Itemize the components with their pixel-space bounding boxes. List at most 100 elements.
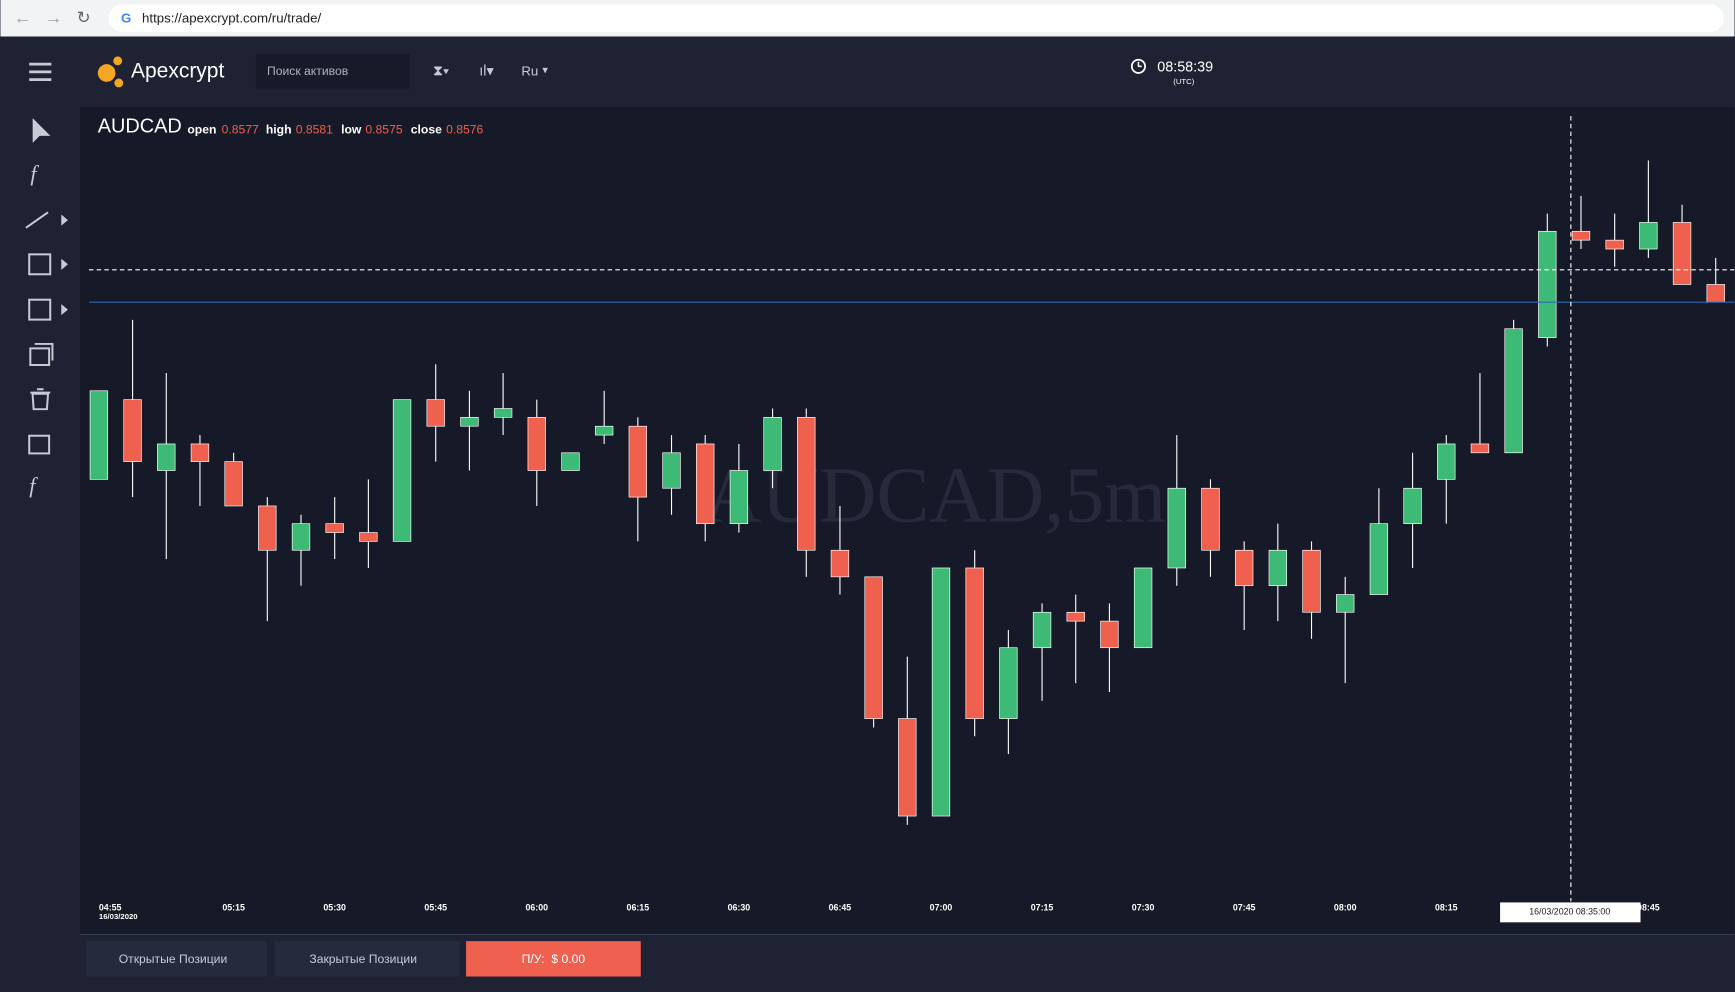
- url[interactable]: https://apexcrypt.com/ru/trade/: [142, 10, 321, 25]
- candle-body: [1706, 284, 1725, 303]
- cursor-tool[interactable]: [32, 118, 51, 143]
- line-tool[interactable]: [25, 211, 49, 229]
- candle-body: [729, 470, 749, 525]
- candle-body: [426, 399, 445, 427]
- shape-tool[interactable]: [28, 253, 52, 276]
- candle-body: [1571, 230, 1591, 241]
- x-tick-label: 04:55: [99, 902, 122, 912]
- ohlc-label: close: [411, 123, 442, 137]
- candle-body: [460, 417, 479, 427]
- candle-body: [224, 461, 243, 507]
- x-tick-label: 07:30: [1132, 902, 1155, 912]
- search-box[interactable]: [255, 54, 410, 89]
- candle-body: [763, 417, 782, 471]
- candle-body: [359, 532, 378, 542]
- candle-body: [1470, 443, 1490, 454]
- language-caret: ▾: [542, 65, 548, 77]
- tab-closed[interactable]: [274, 941, 460, 977]
- clock-hands: [1137, 61, 1142, 68]
- candle-body: [1605, 239, 1624, 250]
- x-tick-label: 06:15: [627, 902, 650, 912]
- candle-body: [123, 399, 142, 462]
- candle-body: [1369, 523, 1389, 595]
- candle-body: [1538, 230, 1557, 338]
- logo-text[interactable]: Apexcrypt: [131, 59, 225, 82]
- candle-body: [1032, 611, 1052, 649]
- language-button[interactable]: Ru: [521, 63, 538, 78]
- ohlc-label: low: [341, 123, 362, 137]
- x-tick-label: 08:45: [1637, 902, 1660, 912]
- back-button[interactable]: ←: [14, 7, 32, 27]
- candle-body: [594, 425, 614, 436]
- timeframe-button[interactable]: ⧗▾: [433, 64, 449, 80]
- sidebar: [0, 107, 81, 992]
- candle-body: [931, 567, 951, 817]
- chart-title: AUDCAD: [98, 115, 182, 137]
- forward-button[interactable]: →: [45, 7, 63, 27]
- candle-body: [258, 505, 277, 551]
- candle-body: [493, 408, 513, 418]
- candle-body: [325, 523, 344, 533]
- ohlc-label: high: [266, 123, 292, 137]
- candle-body: [1302, 549, 1321, 613]
- clock: 08:58:39: [1157, 59, 1213, 75]
- x-tick-label: 06:00: [525, 902, 548, 912]
- tool-arrows: [61, 214, 68, 316]
- x-tick-label: 06:45: [829, 902, 852, 912]
- tab-closed-label: Закрытые Позиции: [309, 952, 417, 966]
- candle-body: [1100, 620, 1119, 649]
- logo-icon: [97, 56, 124, 88]
- candle-body: [1167, 487, 1186, 569]
- x-date-label: 16/03/2020: [99, 912, 138, 921]
- x-tick-label: 06:30: [728, 902, 751, 912]
- candle-body: [864, 576, 883, 719]
- candle-body: [291, 523, 311, 551]
- tab-open[interactable]: [86, 941, 267, 977]
- candle-body: [662, 452, 681, 489]
- x-tick-label: 05:45: [424, 902, 447, 912]
- candle-body: [628, 425, 648, 498]
- remove-indicator-tool[interactable]: f: [29, 473, 38, 498]
- search-placeholder: Поиск активов: [267, 64, 348, 78]
- candle-body: [1234, 549, 1254, 587]
- site-icon: G: [121, 10, 131, 25]
- candle-body: [1336, 594, 1355, 613]
- address-bar[interactable]: [108, 4, 1724, 33]
- candle-body: [1672, 222, 1692, 285]
- x-tick-label: 05:15: [222, 902, 245, 912]
- candle-body: [1437, 443, 1456, 480]
- candle-body: [89, 390, 109, 480]
- candle-body: [965, 567, 984, 719]
- candle-body: [1639, 222, 1658, 250]
- candle-body: [561, 452, 580, 471]
- tool-icons: f f: [25, 118, 54, 498]
- ohlc-label: open: [187, 123, 216, 137]
- crosshair-label-box: [1500, 902, 1641, 923]
- candle-body: [1066, 611, 1085, 622]
- tab-open-label: Открытые Позиции: [119, 952, 228, 966]
- x-tick-label: 07:45: [1233, 902, 1256, 912]
- menu-button[interactable]: [29, 62, 52, 82]
- indicator-tool[interactable]: f: [30, 161, 39, 186]
- candle-body: [898, 718, 917, 817]
- reload-button[interactable]: ↻: [77, 8, 91, 27]
- copy-tool[interactable]: [29, 342, 54, 366]
- ohlc-value: 0.8576: [446, 123, 483, 137]
- screenshot-tool[interactable]: [28, 434, 51, 455]
- pnl: П/У: $ 0.00: [522, 952, 586, 966]
- candle-body: [392, 399, 412, 542]
- candle-body: [1133, 567, 1153, 649]
- x-tick-label: 05:30: [323, 902, 346, 912]
- ohlc-value: 0.8581: [296, 123, 333, 137]
- candle-body: [1201, 487, 1220, 551]
- chart-type-button[interactable]: ıl▾: [479, 64, 493, 80]
- delete-tool[interactable]: [30, 388, 51, 411]
- candle-body: [190, 443, 210, 462]
- pnl-box[interactable]: [466, 941, 641, 977]
- ohlc-legend: open 0.8577 high 0.8581 low 0.8575 close 0.8576: [187, 123, 483, 137]
- grid-tool[interactable]: [28, 298, 52, 321]
- candle-body: [1504, 328, 1523, 454]
- x-tick-label: 07:00: [930, 902, 953, 912]
- x-tick-label: 08:00: [1334, 902, 1357, 912]
